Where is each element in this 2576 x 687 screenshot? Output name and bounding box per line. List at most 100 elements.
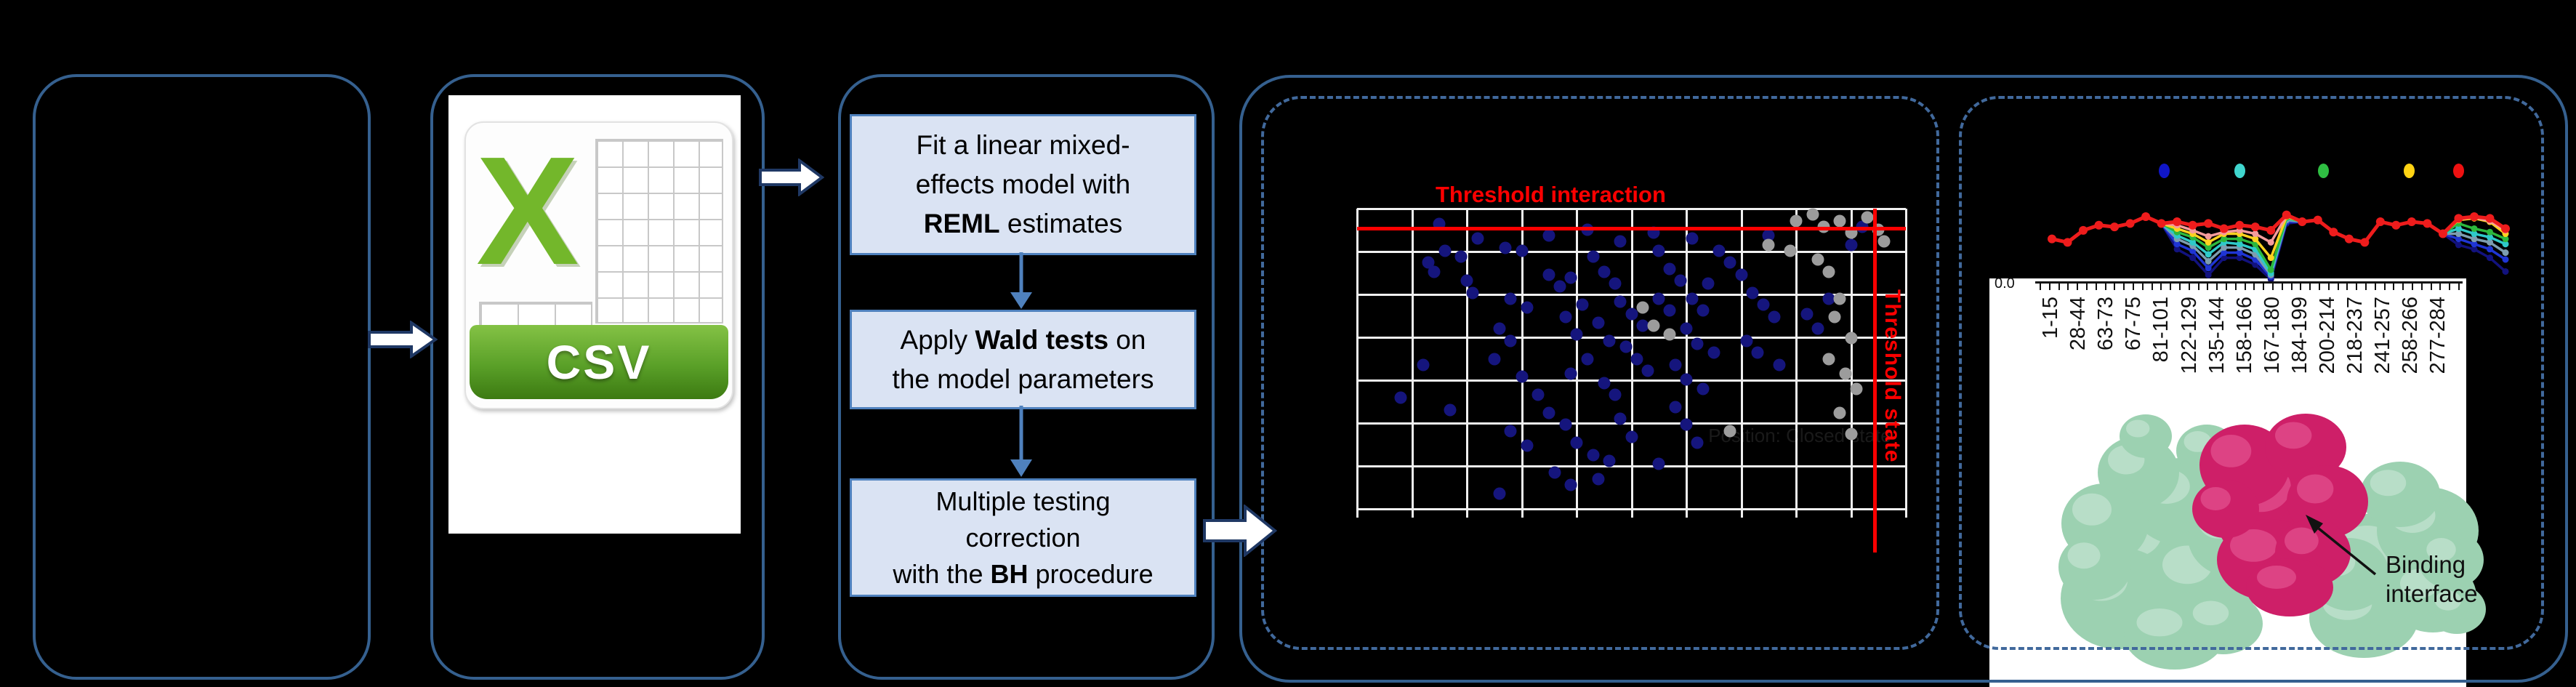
- x-axis-tick: [2300, 284, 2302, 290]
- data-point: [2485, 214, 2495, 223]
- peptide-dot: [1466, 286, 1479, 300]
- data-point: [2267, 266, 2274, 273]
- x-axis-tick: [2412, 284, 2413, 290]
- peptide-dot: [1811, 253, 1824, 266]
- data-point: [2344, 234, 2354, 244]
- binding-interface-label-line1: Binding: [2386, 551, 2466, 578]
- peptide-dot: [1806, 208, 1819, 221]
- scatter-plot: Position: Closed state: [1356, 208, 1907, 553]
- axis-tick: [1466, 509, 1468, 518]
- data-point: [2471, 241, 2478, 248]
- peptide-dot: [1603, 454, 1616, 467]
- data-point: [2502, 249, 2509, 257]
- data-point: [2454, 214, 2463, 223]
- peptide-dot: [1762, 238, 1775, 252]
- data-point: [2189, 238, 2197, 246]
- peptide-dot: [1674, 274, 1687, 287]
- data-point: [2205, 233, 2212, 240]
- peptide-tick-label: 67-75: [2122, 297, 2146, 351]
- peptide-tick-label: 122-129: [2177, 297, 2201, 374]
- data-point: [2236, 241, 2243, 248]
- flow-box-line: correction: [965, 522, 1081, 553]
- data-point: [2329, 228, 2338, 237]
- binding-arrow-head-icon: [2306, 515, 2323, 534]
- peptide-tick-label: 184-199: [2287, 297, 2311, 374]
- peptide-dot: [1587, 449, 1600, 462]
- x-axis-tick: [2402, 284, 2404, 290]
- binding-interface-label-line2: interface: [2386, 580, 2478, 607]
- data-point: [2501, 224, 2510, 233]
- threshold-state-label: Threshold state: [1880, 289, 1904, 463]
- peptide-dot: [1833, 292, 1846, 305]
- data-point: [2486, 233, 2493, 241]
- x-axis-tick: [2309, 284, 2311, 290]
- gridline-h: [1357, 208, 1906, 210]
- x-axis-tick: [2420, 284, 2423, 290]
- data-point: [2298, 217, 2307, 227]
- gridline-v: [1411, 209, 1414, 509]
- data-point: [2205, 244, 2212, 251]
- x-axis-tick: [2095, 284, 2097, 290]
- x-axis-tick: [2160, 284, 2162, 290]
- data-point: [2189, 247, 2197, 254]
- gridline-h: [1357, 422, 1906, 425]
- protein-blob: [2360, 462, 2440, 527]
- peptide-dot: [1845, 427, 1857, 441]
- peptide-tick-label: 167-180: [2260, 297, 2284, 374]
- peptide-dot: [1609, 388, 1622, 401]
- protein-highlight: [2126, 419, 2150, 438]
- x-axis-tick: [2430, 284, 2432, 290]
- peptide-dot: [1663, 262, 1676, 276]
- down-arrow-icon: [1010, 252, 1032, 309]
- data-point: [2189, 254, 2197, 262]
- protein-highlight: [2067, 542, 2101, 569]
- x-axis-tick: [2337, 284, 2339, 290]
- data-point: [2502, 236, 2509, 243]
- excel-x-glyph: X: [476, 124, 579, 297]
- protein-highlight: [2136, 608, 2183, 637]
- x-axis-tick: [2234, 284, 2237, 290]
- peptide-dot: [1625, 308, 1638, 321]
- peptide-dot: [1822, 265, 1835, 278]
- peptide-dot: [1696, 382, 1710, 395]
- x-axis-tick: [2356, 284, 2358, 290]
- peptide-dot: [1444, 403, 1457, 417]
- down-arrow-icon: [1010, 406, 1032, 477]
- protein-highlight: [2257, 566, 2296, 589]
- peptide-dot: [1630, 353, 1643, 365]
- peptide-dot: [1553, 280, 1566, 293]
- x-axis-tick: [2263, 284, 2265, 290]
- data-point: [2173, 217, 2182, 227]
- data-point: [2219, 224, 2229, 233]
- block-arrow-1-icon: [368, 321, 438, 358]
- peptide-dot: [1641, 364, 1654, 377]
- data-point: [2502, 256, 2509, 263]
- peptide-dot: [1746, 286, 1759, 300]
- peptide-dot: [1592, 473, 1605, 486]
- legend-dot-icon: [2234, 164, 2245, 178]
- gridline-v: [1356, 209, 1359, 509]
- x-axis-line: [2035, 281, 2463, 284]
- x-axis-tick: [2179, 284, 2181, 290]
- data-point: [2236, 254, 2243, 262]
- peptide-dot: [1723, 256, 1736, 269]
- gridline-h: [1357, 379, 1906, 382]
- peptide-dot: [1822, 353, 1835, 365]
- data-point: [2266, 225, 2276, 235]
- peptide-dot: [1845, 238, 1857, 252]
- peptide-dot: [1790, 214, 1803, 228]
- peptide-dot: [1800, 308, 1814, 321]
- protein-structure-image: [2058, 414, 2486, 670]
- peptide-tick-label: 81-101: [2149, 297, 2173, 363]
- peptide-dot: [1499, 241, 1512, 254]
- protein-blob: [2183, 593, 2263, 654]
- protein-highlight: [2230, 529, 2277, 562]
- data-point: [2455, 230, 2462, 238]
- x-axis-tick: [2123, 284, 2125, 290]
- flow-box-line: Fit a linear mixed-: [916, 130, 1130, 160]
- threshold-interaction-label: Threshold interaction: [1436, 182, 1666, 207]
- axis-tick: [1521, 509, 1524, 518]
- data-point: [2471, 225, 2478, 232]
- peptide-dot: [1723, 425, 1736, 438]
- x-axis-tick: [2346, 284, 2348, 290]
